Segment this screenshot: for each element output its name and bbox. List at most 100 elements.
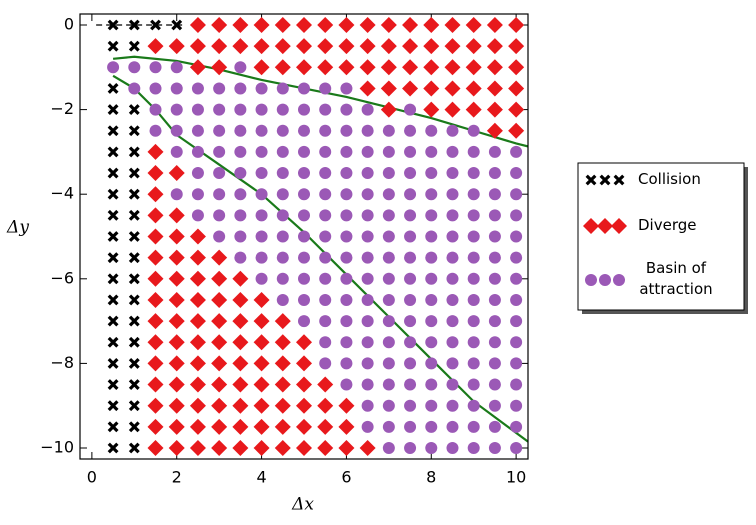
basin-marker: [255, 124, 268, 137]
basin-marker: [276, 209, 289, 222]
diverge-marker: [147, 228, 164, 245]
basin-marker: [446, 209, 459, 222]
basin-marker: [404, 399, 417, 412]
diverge-marker: [274, 59, 291, 76]
basin-marker: [149, 124, 162, 137]
diverge-marker: [189, 228, 206, 245]
basin-marker: [319, 293, 332, 306]
basin-marker: [361, 357, 374, 370]
basin-marker: [191, 209, 204, 222]
diverge-marker: [338, 16, 355, 33]
basin-marker: [361, 378, 374, 391]
basin-marker: [382, 124, 395, 137]
basin-marker: [298, 272, 310, 285]
basin-marker: [234, 230, 247, 243]
diverge-marker: [359, 80, 376, 97]
basin-marker: [340, 230, 353, 243]
diverge-marker: [147, 334, 164, 351]
basin-marker: [382, 336, 395, 349]
plot-frame: [79, 13, 529, 460]
legend-label: Diverge: [638, 216, 697, 234]
basin-marker: [488, 442, 501, 455]
diverge-marker: [211, 38, 228, 55]
basin-marker: [319, 251, 332, 264]
basin-marker: [510, 442, 523, 455]
x-tick-label: 4: [256, 468, 266, 487]
basin-marker: [488, 188, 501, 201]
basin-marker: [276, 82, 289, 95]
diverge-marker: [232, 418, 249, 435]
basin-marker: [488, 399, 501, 412]
diverge-marker: [611, 218, 627, 234]
collision-marker: [613, 174, 625, 186]
basin-marker: [361, 251, 374, 264]
basin-marker: [298, 315, 310, 328]
basin-marker: [276, 145, 289, 158]
basin-marker: [213, 230, 226, 243]
basin-marker: [404, 124, 417, 137]
basin-marker: [340, 124, 353, 137]
diverge-marker: [232, 313, 249, 330]
diverge-marker: [189, 440, 206, 457]
basin-marker: [276, 230, 289, 243]
collision-marker: [585, 174, 597, 186]
basin-marker: [276, 167, 289, 180]
basin-marker: [404, 103, 417, 116]
basin-marker: [404, 251, 417, 264]
diverge-marker: [147, 249, 164, 266]
basin-marker: [361, 420, 374, 433]
y-tick-label: −2: [50, 99, 74, 118]
y-tick-label: −8: [50, 353, 74, 372]
basin-marker: [361, 188, 374, 201]
diverge-marker: [232, 397, 249, 414]
basin-marker: [234, 209, 247, 222]
basin-marker: [510, 167, 523, 180]
basin-marker: [488, 315, 501, 328]
basin-marker: [170, 124, 183, 137]
diverge-marker: [147, 143, 164, 160]
diverge-marker: [274, 376, 291, 393]
basin-marker: [340, 167, 353, 180]
basin-marker: [298, 209, 310, 222]
diverge-marker: [338, 38, 355, 55]
basin-marker: [319, 124, 332, 137]
basin-marker: [319, 103, 332, 116]
diverge-marker: [189, 38, 206, 55]
plot-area: [96, 16, 528, 457]
y-tick-label: −4: [50, 184, 74, 203]
basin-marker: [382, 188, 395, 201]
basin-marker: [213, 167, 226, 180]
basin-marker: [361, 272, 374, 285]
diverge-marker: [274, 334, 291, 351]
basin-marker: [361, 399, 374, 412]
diverge-marker: [211, 313, 228, 330]
basin-marker: [170, 188, 183, 201]
diverge-marker: [168, 334, 185, 351]
basin-marker: [382, 442, 395, 455]
basin-marker: [170, 82, 183, 95]
diverge-marker: [380, 101, 397, 118]
diverge-marker: [402, 38, 419, 55]
basin-marker: [510, 272, 523, 285]
diverge-marker: [402, 16, 419, 33]
basin-marker: [488, 209, 501, 222]
basin-marker: [425, 145, 438, 158]
collision-marker: [107, 231, 119, 242]
x-tick-label: 10: [506, 468, 526, 487]
diverge-marker: [168, 440, 185, 457]
legend-label-box: Basin of attraction: [639, 259, 712, 298]
diverge-marker: [168, 207, 185, 224]
collision-marker: [128, 294, 140, 306]
diverge-marker: [253, 313, 270, 330]
basin-marker: [340, 378, 353, 391]
diverge-marker: [189, 291, 206, 308]
collision-marker: [599, 174, 611, 186]
basin-marker: [425, 188, 438, 201]
collision-marker: [128, 19, 140, 31]
diverge-marker: [232, 38, 249, 55]
basin-marker: [404, 293, 417, 306]
diverge-marker: [359, 440, 376, 457]
collision-marker: [107, 252, 119, 264]
basin-marker: [361, 293, 374, 306]
basin-marker: [276, 124, 289, 137]
